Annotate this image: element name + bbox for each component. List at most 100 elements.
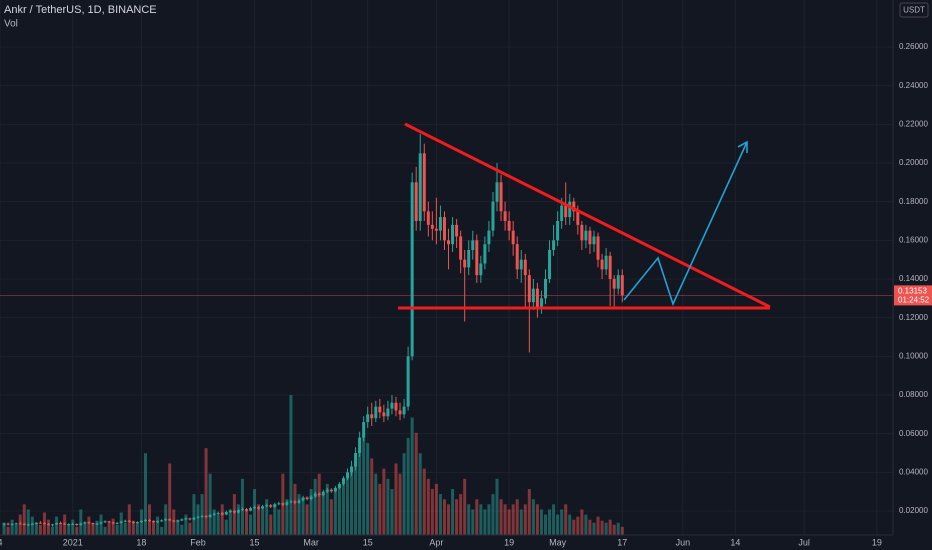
trend-line bbox=[404, 122, 771, 309]
candle-body bbox=[265, 505, 269, 507]
candle-body bbox=[438, 217, 442, 231]
candle-body bbox=[471, 240, 475, 251]
candle-body bbox=[362, 422, 366, 438]
volume-bar bbox=[188, 522, 192, 535]
candle-body bbox=[483, 244, 487, 264]
volume-bar bbox=[51, 526, 55, 535]
volume-bar bbox=[479, 504, 483, 535]
candle-body bbox=[220, 512, 224, 515]
volume-bar bbox=[135, 522, 139, 535]
candle-body bbox=[164, 519, 168, 521]
candle-body bbox=[620, 275, 624, 296]
candle-body bbox=[394, 402, 398, 411]
volume-bar bbox=[515, 499, 519, 535]
volume-label: Vol bbox=[4, 19, 18, 30]
volume-bar bbox=[600, 520, 604, 535]
currency: USDT bbox=[903, 6, 925, 15]
x-tick-label: Jul bbox=[798, 537, 810, 547]
volume-bar bbox=[471, 509, 475, 535]
candle-body bbox=[188, 518, 192, 520]
candle-body bbox=[192, 517, 196, 520]
candle-body bbox=[123, 520, 127, 522]
volume-bar bbox=[580, 509, 584, 535]
candle-body bbox=[499, 182, 503, 212]
candle-body bbox=[325, 489, 329, 492]
volume-bar bbox=[495, 478, 499, 535]
volume-bar bbox=[459, 494, 463, 535]
x-tick-label: 15 bbox=[363, 537, 373, 547]
y-tick-label: 0.24000 bbox=[899, 81, 928, 90]
volume-bar bbox=[406, 437, 410, 535]
volume-bar bbox=[253, 489, 257, 535]
volume-bar bbox=[548, 509, 552, 535]
volume-bar bbox=[152, 520, 156, 535]
candle-body bbox=[99, 522, 103, 524]
volume-bar bbox=[418, 453, 422, 535]
volume-bar bbox=[426, 478, 430, 535]
candle-body bbox=[83, 522, 87, 524]
candle-body bbox=[301, 497, 305, 501]
candle-body bbox=[459, 236, 463, 260]
y-tick-label: 0.04000 bbox=[899, 467, 928, 476]
candle-body bbox=[568, 201, 572, 218]
x-tick-label: May bbox=[549, 537, 567, 547]
candle-body bbox=[588, 230, 592, 245]
candle-body bbox=[479, 263, 483, 276]
volume-bar bbox=[10, 519, 14, 535]
candle-body bbox=[200, 515, 204, 517]
volume-bar bbox=[612, 524, 616, 535]
currency-box bbox=[899, 2, 929, 18]
candle-body bbox=[281, 503, 285, 505]
volume-bar bbox=[455, 499, 459, 535]
y-tick-label: 0.10000 bbox=[899, 351, 928, 360]
projection-path bbox=[623, 141, 748, 307]
candle-body bbox=[410, 182, 414, 357]
candle-body bbox=[196, 516, 200, 518]
candle-body bbox=[2, 523, 6, 525]
candle-body bbox=[386, 408, 390, 417]
volume-bar bbox=[111, 518, 115, 535]
candle-body bbox=[26, 524, 30, 526]
candle-body bbox=[467, 250, 471, 268]
volume-bar bbox=[119, 512, 123, 535]
candle-body bbox=[523, 259, 527, 276]
candle-body bbox=[309, 496, 313, 500]
candle-body bbox=[10, 524, 14, 526]
candle-body bbox=[329, 489, 333, 492]
candle-body bbox=[135, 522, 139, 524]
candle-body bbox=[180, 519, 184, 521]
volume-bar bbox=[46, 519, 50, 535]
volume-bar bbox=[317, 473, 321, 535]
y-tick-label: 0.02000 bbox=[899, 506, 928, 515]
candle-body bbox=[297, 500, 301, 503]
candle-body bbox=[249, 508, 253, 511]
volume-bar bbox=[390, 489, 394, 535]
volume-bar bbox=[160, 526, 164, 535]
volume-bar bbox=[87, 516, 91, 535]
candle-body bbox=[608, 255, 612, 280]
candle-body bbox=[527, 275, 531, 303]
volume-bar bbox=[244, 509, 248, 535]
candle-body bbox=[321, 491, 325, 496]
x-tick-label: 4 bbox=[0, 537, 3, 547]
volume-bar bbox=[588, 519, 592, 535]
candle-body bbox=[447, 240, 451, 245]
candle-body bbox=[398, 410, 402, 415]
candle-body bbox=[156, 521, 160, 523]
volume-bar bbox=[184, 514, 188, 535]
volume-bar bbox=[366, 443, 370, 535]
candle-body bbox=[152, 521, 156, 523]
volume-bar bbox=[224, 519, 228, 535]
volume-bar bbox=[346, 473, 350, 535]
candle-body bbox=[79, 523, 83, 525]
candle-body bbox=[143, 519, 147, 521]
volume-bar bbox=[333, 489, 337, 535]
candle-body bbox=[487, 230, 491, 245]
candle-body bbox=[111, 522, 115, 524]
candle-body bbox=[539, 298, 543, 309]
y-tick-label: 0.26000 bbox=[899, 42, 928, 51]
candle-body bbox=[67, 523, 71, 525]
volume-bar bbox=[107, 522, 111, 535]
volume-bar bbox=[596, 516, 600, 535]
candle-body bbox=[293, 501, 297, 503]
